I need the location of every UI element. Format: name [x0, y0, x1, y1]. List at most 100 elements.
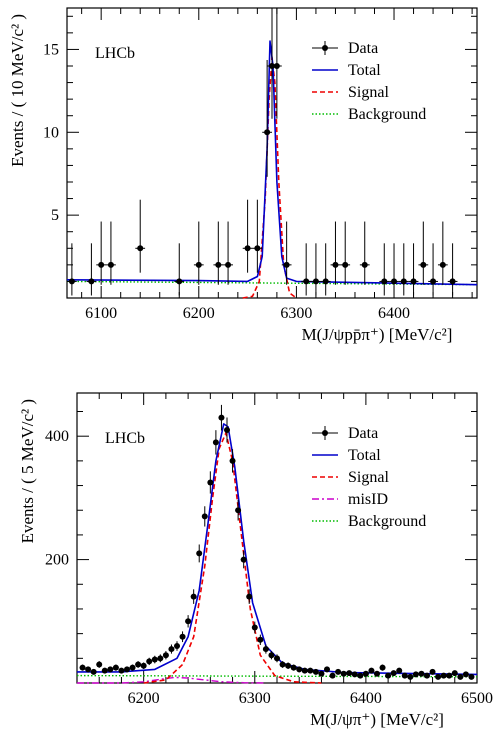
data-marker: [312, 278, 319, 285]
data-point: [146, 657, 153, 666]
data-marker: [79, 664, 86, 671]
data-point: [418, 670, 425, 677]
data-point: [468, 673, 475, 680]
x-tick-label: 6200: [128, 690, 160, 707]
data-point: [174, 641, 180, 651]
x-tick-label: 6200: [183, 305, 215, 322]
data-marker: [207, 479, 214, 486]
data-point: [335, 668, 342, 675]
data-marker: [381, 278, 388, 285]
data-marker: [342, 261, 349, 268]
data-marker: [168, 646, 175, 653]
data-point: [272, 8, 282, 119]
data-point: [262, 59, 272, 177]
data-marker: [251, 624, 258, 631]
data-marker: [195, 261, 202, 268]
data-point: [359, 221, 370, 285]
x-tick-label: 6300: [239, 690, 271, 707]
data-marker: [396, 667, 403, 674]
data-marker: [112, 664, 119, 671]
data-marker: [457, 673, 464, 680]
data-point: [268, 651, 275, 660]
data-marker: [340, 670, 347, 677]
signal-curve: [143, 432, 322, 684]
legend-label: Signal: [348, 469, 389, 486]
data-point: [368, 667, 375, 674]
data-point: [398, 243, 409, 296]
data-point: [85, 666, 92, 673]
data-marker: [264, 129, 271, 136]
data-point: [330, 221, 341, 285]
x-tick-label: 6100: [85, 305, 117, 322]
data-marker: [332, 261, 339, 268]
data-marker: [146, 658, 153, 665]
data-marker: [439, 261, 446, 268]
data-point: [129, 664, 136, 671]
data-marker: [429, 668, 436, 675]
data-point: [357, 672, 364, 679]
data-marker: [257, 636, 264, 643]
data-point: [274, 654, 280, 663]
data-marker: [361, 261, 368, 268]
data-marker: [157, 655, 164, 662]
data-point: [296, 666, 303, 673]
data-point: [407, 673, 414, 680]
y-tick-label: 5: [51, 207, 59, 224]
data-marker: [346, 670, 353, 677]
data-point: [207, 471, 214, 494]
legend-entry: Background: [312, 513, 426, 530]
data-marker: [212, 439, 219, 446]
data-point: [457, 673, 464, 680]
legend-entry: Signal: [312, 84, 389, 101]
data-point: [374, 670, 380, 677]
legend-label: Background: [348, 106, 426, 123]
data-point: [262, 644, 269, 654]
data-marker: [368, 667, 375, 674]
data-marker: [190, 593, 197, 600]
data-point: [213, 221, 224, 285]
top-chart-panel: 6100 6200 6300 6400 5 10 15 M(J/ψpp̄π⁺) [MeV/c²…: [8, 7, 478, 344]
data-point: [151, 655, 158, 664]
data-point: [389, 243, 399, 296]
data-marker: [224, 427, 230, 434]
data-marker: [430, 278, 437, 285]
data-point: [251, 621, 258, 634]
data-marker: [357, 672, 364, 679]
data-marker: [385, 672, 392, 679]
data-point: [340, 221, 351, 285]
data-point: [281, 221, 292, 285]
data-marker: [262, 646, 269, 653]
data-marker: [135, 661, 142, 668]
x-tick-label: 6400: [378, 305, 410, 322]
data-marker: [418, 670, 425, 677]
data-marker: [215, 261, 222, 268]
data-marker: [318, 670, 325, 677]
data-point: [451, 670, 458, 677]
data-marker: [407, 673, 414, 680]
x-axis-title: M(J/ψpp̄π⁺) [MeV/c²]: [302, 325, 453, 344]
legend-entry: Data: [312, 40, 378, 57]
data-marker: [107, 666, 114, 673]
data-point: [140, 662, 147, 669]
data-point: [124, 666, 130, 673]
data-point: [301, 243, 312, 296]
data-marker: [124, 666, 130, 673]
data-marker: [185, 618, 192, 625]
y-tick-label: 15: [43, 41, 59, 58]
data-marker: [98, 261, 105, 268]
data-marker: [390, 670, 397, 677]
data-point: [96, 221, 107, 285]
legend-entry: Background: [312, 106, 426, 123]
data-marker: [307, 667, 314, 674]
y-axis-title: Events / ( 10 MeV/c² ): [8, 14, 27, 167]
data-point: [179, 631, 186, 643]
data-marker: [268, 652, 275, 659]
data-marker: [401, 672, 408, 679]
x-tick-label: 6500: [461, 690, 493, 707]
total-fit-curve: [77, 423, 478, 676]
y-tick-label: 10: [43, 124, 59, 141]
data-point: [190, 589, 197, 604]
data-marker: [235, 507, 242, 514]
data-point: [246, 589, 253, 604]
data-marker: [101, 667, 108, 674]
